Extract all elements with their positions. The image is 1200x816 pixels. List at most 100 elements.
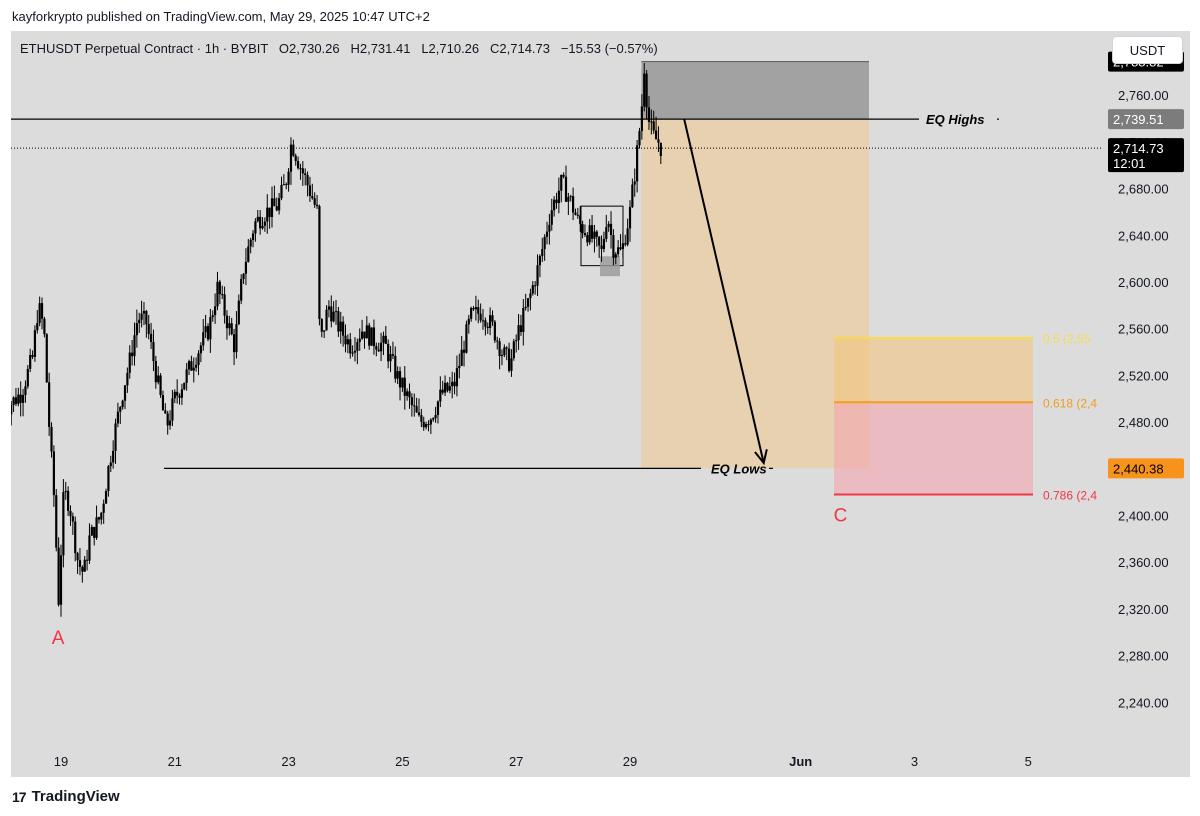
candle-body (204, 326, 207, 333)
candle-body (353, 350, 357, 353)
candle-body (280, 185, 283, 199)
candle-body (40, 303, 44, 319)
candle-body (489, 315, 492, 328)
candle-body (526, 298, 530, 307)
price-tag-label: 2,714.73 (1113, 141, 1164, 156)
candle-body (259, 216, 262, 229)
candle-body (206, 326, 210, 340)
candle-body (408, 391, 411, 398)
candle-body (375, 346, 378, 350)
candle-body (579, 215, 582, 225)
candle-body (152, 341, 155, 362)
candle-body (19, 394, 22, 403)
candle-body (145, 310, 148, 325)
wave-label-b: B (624, 31, 637, 36)
candle-body (278, 198, 281, 211)
candle-body (481, 320, 485, 322)
candle-body (657, 139, 660, 143)
tradingview-logo-icon: 17 (12, 788, 27, 805)
x-tick-label: 29 (623, 754, 637, 769)
candle-body (557, 190, 560, 204)
price-tag-bg (1108, 458, 1184, 479)
candle-body (432, 418, 435, 420)
candle-body (74, 521, 77, 554)
candle-body (192, 367, 195, 371)
candle-body (477, 307, 480, 314)
candle-body (384, 335, 387, 344)
ohlc-close: C2,714.73 (490, 41, 550, 56)
candle-body (164, 410, 167, 414)
tradingview-logo[interactable]: 17 TradingView (12, 788, 120, 805)
candle-body (420, 415, 423, 422)
candle-body (195, 364, 198, 368)
candle-body (448, 386, 451, 391)
candle-body (263, 221, 266, 226)
candle-body (221, 294, 224, 296)
candle-body (406, 391, 409, 396)
candle-body (548, 224, 551, 232)
candle-body (443, 382, 447, 393)
candle-body (467, 318, 470, 325)
price-tag-bg (1108, 138, 1184, 173)
candle-body (550, 210, 553, 225)
candle-body (503, 347, 506, 356)
chart-area[interactable]: 0.5 (2,55 0.618 (2,4 0.786 (2,4 EQ Highs EQ … (11, 31, 1190, 777)
candle-body (365, 325, 368, 339)
candle-body (285, 184, 288, 186)
candle-body (116, 411, 119, 424)
candle-body (247, 246, 250, 262)
candle-body (586, 235, 589, 243)
x-tick-label: 21 (168, 754, 182, 769)
candle-body (522, 307, 525, 332)
candle-body (244, 261, 248, 274)
candle-body (451, 381, 454, 387)
candle-body (595, 231, 598, 237)
fib-zone-lower (834, 402, 1033, 495)
price-tag-countdown: 12:01 (1113, 156, 1146, 171)
candle-body (465, 324, 468, 353)
candle-body (403, 377, 406, 396)
currency-button[interactable]: USDT (1112, 36, 1183, 64)
candle-body (308, 185, 312, 196)
candle-body (519, 325, 523, 332)
candle-body (301, 168, 304, 174)
candle-body (76, 553, 79, 561)
y-tick-label: 2,240.00 (1118, 695, 1169, 710)
fib-label-1: 0.618 (2,4 (1043, 396, 1097, 410)
candle-body (180, 389, 184, 398)
candle-body (187, 361, 191, 370)
candle-body (368, 325, 371, 346)
candle-body (493, 321, 496, 341)
candle-body (351, 352, 354, 354)
x-tick-label: 19 (54, 754, 68, 769)
candle-body (33, 330, 37, 357)
range-box-fill (600, 256, 620, 277)
candle-body (306, 175, 309, 186)
candle-body (510, 358, 513, 371)
candle-body (112, 450, 115, 463)
candle-body (602, 238, 606, 250)
candle-body (598, 236, 601, 246)
candle-body (330, 306, 333, 322)
candle-body (83, 559, 86, 572)
candle-body (425, 424, 428, 428)
candle-body (178, 395, 181, 398)
candle-body (97, 517, 101, 520)
candle-body (254, 221, 257, 234)
candle-body (339, 321, 342, 332)
candle-body (422, 421, 425, 428)
candle-body (334, 311, 338, 313)
candle-body (126, 372, 129, 386)
stop-zone (641, 61, 869, 120)
candle-body (270, 198, 274, 218)
price-chart[interactable]: 0.5 (2,55 0.618 (2,4 0.786 (2,4 EQ Highs EQ … (11, 31, 1190, 777)
candle-body (69, 510, 72, 517)
fib-zone-upper (834, 338, 1033, 403)
candle-body (410, 397, 413, 406)
candle-body (45, 334, 48, 383)
candle-body (429, 419, 432, 425)
price-tag-label: 2,440.38 (1113, 461, 1164, 476)
candle-body (569, 196, 572, 198)
candle-body (524, 306, 527, 308)
candle-body (147, 324, 150, 334)
